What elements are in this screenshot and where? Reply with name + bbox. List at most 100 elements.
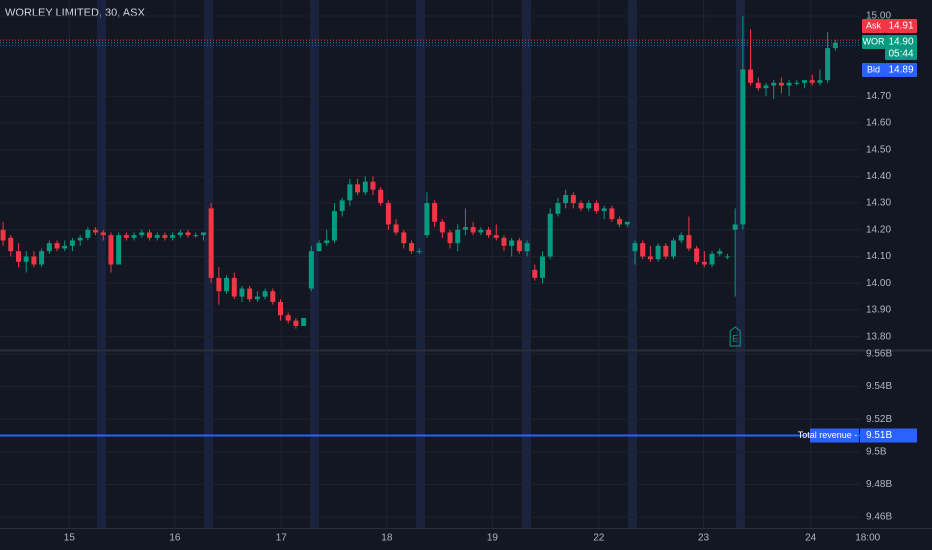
candle-body [54,243,60,249]
candle-body [39,251,45,265]
candle-body [208,208,214,278]
candle-body [108,235,114,265]
candle-body [224,277,230,292]
candle-body [123,235,129,238]
chart-title: WORLEY LIMITED, 30, ASX [5,7,145,19]
candle-body [316,243,322,252]
candle-body [570,195,576,204]
candle-body [593,203,599,212]
candle-body [555,203,561,214]
candle-body [362,181,368,193]
candle-body [378,189,384,204]
candle-body [794,82,800,84]
candle-body [231,277,237,297]
candle-body [540,256,546,278]
candle-body [748,69,754,83]
candle-body [77,237,83,241]
y-tick-label: 9.54B [866,381,892,392]
candle-body [432,203,438,222]
candle-body [447,232,453,244]
candle-body [278,301,284,316]
candle-body [46,243,52,252]
quote-value: 14.89 [888,65,913,76]
y-tick-label: 13.80 [866,331,891,342]
quote-name: Ask [866,20,882,30]
quote-value-box [885,63,917,77]
y-tick-label: 14.10 [866,251,891,262]
candle-body [578,203,584,209]
candle-body [85,229,91,238]
candle-body [285,315,291,321]
candle-body [393,224,399,233]
candle-body [185,232,191,236]
candle-body [100,232,106,236]
y-tick-label: 14.50 [866,144,891,155]
candle-body [462,227,468,230]
candle-body [724,256,730,258]
candle-body [532,269,538,278]
candle-body [671,240,677,257]
quote-name: Bid [867,64,880,74]
candle-body [455,229,461,244]
candle-body [617,219,623,225]
earnings-label: E [732,333,738,343]
candle-body [324,240,330,244]
candle-body [547,213,553,257]
candle-body [23,256,29,262]
candle-body [817,80,823,83]
candle-body [69,240,75,246]
candle-body [632,243,638,252]
candle-body [347,184,353,201]
candle-body [486,229,492,236]
candle-body [301,317,307,326]
x-tick-label: 16 [169,533,181,544]
candle-body [501,237,507,246]
candle-body [493,235,499,238]
candle-body [270,291,276,302]
candle-body [254,296,260,300]
candle-body [385,203,391,225]
candle-body [154,235,160,238]
candle-body [755,82,761,89]
candle-body [786,82,792,86]
candle-body [686,235,692,249]
candle-body [162,235,168,238]
candle-body [62,245,68,249]
candle-body [193,235,199,237]
quote-name-box [862,63,885,77]
x-tick-label: 19 [487,533,499,544]
quote-name-box [862,19,885,33]
y-tick-label: 14.60 [866,118,891,129]
y-tick-label: 14.70 [866,91,891,102]
quote-countdown: 05:44 [888,49,913,60]
candle-body [409,243,415,252]
candle-body [809,80,815,83]
value-box [860,428,917,443]
x-tick-label: 17 [276,533,288,544]
candle-body [771,82,777,86]
candle-body [416,251,422,253]
candle-body [832,42,838,49]
x-tick-label: 15 [64,533,76,544]
legend-entry: Total revenue - FY [798,430,872,440]
candle-body [717,251,723,254]
x-tick-label: 18 [381,533,393,544]
value-label: 9.51B [866,430,892,441]
y-tick-label: 14.00 [866,278,891,289]
candle-body [146,232,152,238]
candle-body [663,245,669,257]
candle-body [709,253,715,265]
candle-body [131,235,137,238]
x-tick-label: 22 [593,533,605,544]
quote-value: 14.90 [888,37,913,48]
candle-body [624,221,630,225]
candle-body [15,251,21,262]
y-tick-label: 9.56B [866,349,892,360]
candle-body [701,261,707,265]
candle-body [200,232,206,236]
quote-value-box [885,19,917,33]
x-tick-label: 24 [805,533,817,544]
candle-body [308,251,314,289]
